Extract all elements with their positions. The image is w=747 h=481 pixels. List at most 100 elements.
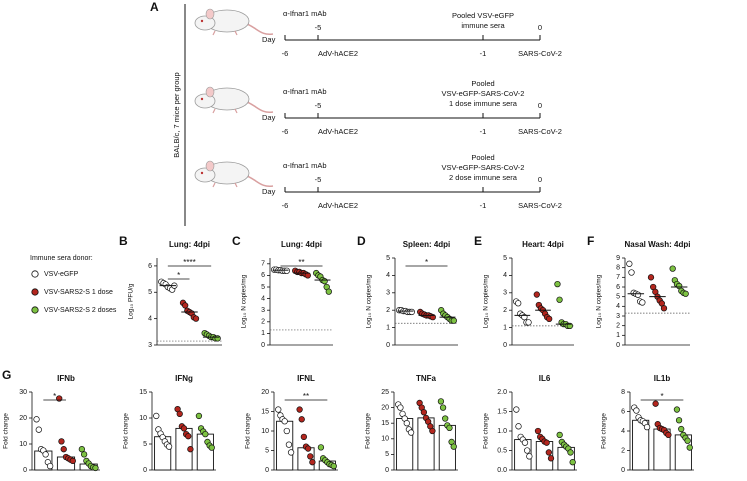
adv-label: AdV-hACE2 — [318, 201, 358, 210]
data-point — [287, 449, 295, 456]
data-point — [325, 288, 332, 295]
sera-label: VSV-eGFP-SARS-CoV-2 — [442, 163, 525, 172]
y-tick-label: 6 — [261, 272, 265, 279]
y-tick-label: 4 — [621, 428, 625, 435]
chart-title: Lung: 4dpi — [281, 240, 322, 249]
sera-label: 2 dose immune sera — [449, 173, 518, 182]
data-point — [533, 291, 540, 298]
chart: E Heart: 4dpi Log₁₀ N copies/mg 0 1 2 3 4 5 — [474, 234, 574, 349]
data-point — [275, 406, 282, 413]
chart-title: IFNL — [297, 374, 315, 383]
day-tick: 0 — [538, 23, 542, 32]
significance-label: ** — [298, 258, 304, 267]
chart-title: TNFa — [416, 374, 437, 383]
data-point — [450, 317, 457, 324]
significance-label: * — [177, 271, 180, 280]
sera-label: Pooled VSV-eGFP — [452, 11, 514, 20]
data-point — [283, 267, 290, 274]
chart: IFNL Fold change 0 5 10 15 20 ** — [245, 374, 338, 474]
y-axis-label: Fold change — [123, 413, 130, 449]
y-axis-label: Log₁₀ N copies/mg — [366, 274, 373, 328]
y-tick-label: 0 — [23, 467, 27, 474]
data-point — [192, 315, 200, 322]
y-tick-label: 5 — [385, 451, 389, 458]
data-point — [633, 407, 640, 414]
data-point — [652, 400, 659, 407]
data-point — [684, 437, 691, 444]
data-point — [296, 406, 303, 413]
bar — [396, 418, 414, 471]
mab-label: α-Ifnar1 mAb — [283, 9, 327, 18]
data-point — [639, 299, 646, 306]
day-label: Day — [262, 113, 276, 122]
data-point — [515, 300, 522, 307]
y-tick-label: 1 — [386, 324, 390, 331]
data-point — [669, 265, 676, 272]
chart: F Nasal Wash: 4dpi Log₁₀ N copies/mg 0 1 2 3 4 5… — [587, 234, 690, 349]
data-point — [686, 444, 693, 451]
data-point — [60, 446, 67, 453]
data-point — [547, 455, 555, 462]
data-point — [647, 274, 655, 281]
y-tick-label: 2 — [503, 307, 507, 314]
legend-title: Immune sera donor: — [30, 255, 93, 262]
y-tick-label: 20 — [19, 415, 27, 422]
day-tick: -1 — [480, 201, 487, 210]
day-tick: -1 — [480, 49, 487, 58]
data-point — [195, 412, 203, 420]
y-axis-label: Fold change — [483, 413, 490, 449]
data-point — [643, 423, 651, 431]
y-tick-label: 10 — [261, 428, 269, 435]
data-point — [35, 426, 42, 433]
y-tick-label: 8 — [621, 389, 625, 396]
data-point — [403, 420, 410, 427]
legend-marker — [31, 306, 39, 314]
y-tick-label: 0.5 — [497, 447, 507, 454]
mouse-icon — [194, 86, 274, 114]
y-tick-label: 20 — [381, 404, 389, 411]
data-point — [634, 291, 642, 298]
y-tick-label: 0 — [261, 342, 265, 349]
day-label: Day — [262, 35, 276, 44]
day-tick: -5 — [315, 175, 322, 184]
data-point — [437, 398, 445, 405]
chart: G IFNb Fold change 0 10 20 30 * — [2, 368, 100, 474]
data-point — [429, 427, 436, 435]
legend: Immune sera donor: VSV-eGFP VSV-SARS2-S 1… — [30, 255, 117, 314]
data-point — [208, 444, 215, 451]
data-point — [628, 269, 635, 276]
data-point — [58, 438, 65, 445]
day-tick: 0 — [538, 101, 542, 110]
mouse-icon — [194, 160, 274, 188]
y-tick-label: 15 — [381, 420, 389, 427]
legend-label: VSV-eGFP — [44, 271, 79, 278]
data-point — [515, 423, 522, 430]
data-point — [543, 439, 550, 446]
data-point — [420, 409, 428, 416]
y-tick-label: 4 — [148, 315, 152, 322]
chart-title: IL6 — [539, 374, 551, 383]
data-point — [69, 457, 76, 465]
y-tick-label: 6 — [616, 284, 620, 291]
panel-label: G — [2, 368, 11, 382]
sera-label: VSV-eGFP-SARS-CoV-2 — [442, 89, 525, 98]
y-tick-label: 25 — [381, 389, 389, 396]
adv-label: AdV-hACE2 — [318, 49, 358, 58]
data-point — [298, 416, 305, 423]
data-point — [309, 459, 316, 466]
panel-label: E — [474, 234, 482, 248]
data-point — [185, 433, 192, 440]
data-point — [180, 425, 188, 432]
significance-label: * — [53, 392, 56, 401]
y-tick-label: 1 — [261, 330, 265, 337]
data-point — [321, 278, 328, 285]
data-point — [397, 404, 404, 411]
chart: IFNg Fold change 0 5 10 15 — [123, 374, 216, 474]
data-point — [546, 315, 553, 323]
y-tick-label: 5 — [143, 441, 147, 448]
side-label: BALB/c, 7 mice per group — [172, 72, 181, 157]
y-tick-label: 3 — [386, 290, 390, 297]
y-tick-label: 6 — [621, 408, 625, 415]
y-axis-label: Log₁₀ N copies/mg — [483, 274, 490, 328]
